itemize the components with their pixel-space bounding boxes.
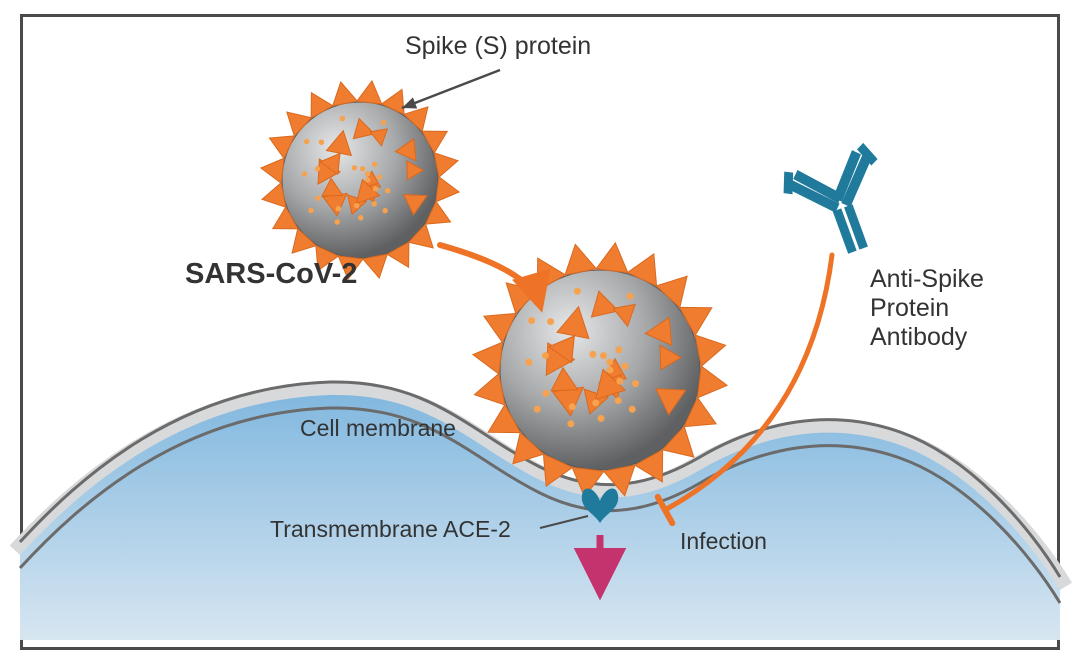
label-antibody: Anti-Spike Protein Antibody <box>870 265 984 351</box>
label-infection: Infection <box>680 528 767 554</box>
virus-particle-1 <box>261 81 459 279</box>
label-spike-protein: Spike (S) protein <box>405 32 591 61</box>
label-cell-membrane: Cell membrane <box>300 415 456 441</box>
label-ace2: Transmembrane ACE-2 <box>270 516 511 542</box>
antibody-icon <box>777 140 905 267</box>
label-sars-cov-2: SARS-CoV-2 <box>185 258 357 291</box>
